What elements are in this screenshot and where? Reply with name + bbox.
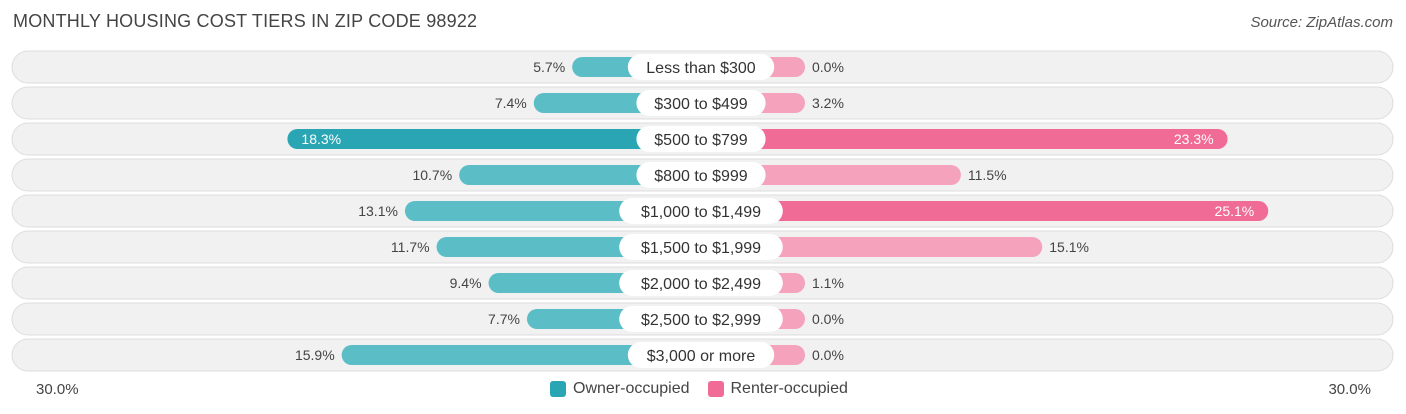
bar-renter: [701, 201, 1269, 221]
category-label: $3,000 or more: [647, 348, 756, 365]
value-label-owner: 7.7%: [488, 311, 520, 327]
value-label-owner: 15.9%: [295, 347, 335, 363]
row-7: $2,500 to $2,999 7.7% 0.0%: [11, 302, 1394, 336]
value-label-renter: 23.3%: [1174, 131, 1214, 147]
legend-swatch-owner: [550, 381, 566, 397]
row-5: $1,500 to $1,999 11.7% 15.1%: [11, 230, 1394, 264]
legend-item-renter: Renter-occupied: [707, 380, 848, 398]
legend-item-owner: Owner-occupied: [550, 380, 690, 398]
category-label: $500 to $799: [654, 132, 748, 149]
row-8: $3,000 or more 15.9% 0.0%: [11, 338, 1394, 372]
value-label-owner: 18.3%: [301, 131, 341, 147]
category-label: $1,500 to $1,999: [641, 240, 761, 257]
category-pill: [619, 306, 783, 332]
category-label: Less than $300: [646, 60, 756, 77]
chart-title: MONTHLY HOUSING COST TIERS IN ZIP CODE 9…: [13, 11, 478, 31]
category-label: $300 to $499: [654, 96, 748, 113]
legend: Owner-occupied Renter-occupied: [550, 380, 866, 398]
row-0: Less than $300 5.7% 0.0%: [11, 50, 1394, 84]
value-label-renter: 0.0%: [812, 59, 844, 75]
value-label-renter: 0.0%: [812, 347, 844, 363]
category-pill: [619, 234, 783, 260]
row-1: $300 to $499 7.4% 3.2%: [11, 86, 1394, 120]
value-label-renter: 25.1%: [1215, 203, 1255, 219]
row-4: $1,000 to $1,499 13.1% 25.1%: [11, 194, 1394, 228]
category-label: $2,000 to $2,499: [641, 276, 761, 293]
row-6: $2,000 to $2,499 9.4% 1.1%: [11, 266, 1394, 300]
category-pill: [627, 54, 775, 80]
value-label-owner: 11.7%: [391, 239, 430, 255]
bar-owner: [287, 129, 701, 149]
category-pill: [636, 90, 766, 116]
value-label-owner: 9.4%: [450, 275, 482, 291]
category-label: $2,500 to $2,999: [641, 312, 761, 329]
axis-right-label: 30.0%: [1328, 381, 1371, 398]
value-label-renter: 11.5%: [968, 167, 1007, 183]
value-label-renter: 3.2%: [812, 95, 844, 111]
value-label-renter: 0.0%: [812, 311, 844, 327]
category-label: $800 to $999: [654, 168, 748, 185]
value-label-renter: 1.1%: [812, 275, 844, 291]
axis-left-label: 30.0%: [36, 381, 79, 398]
category-pill: [619, 198, 783, 224]
category-pill: [619, 270, 783, 296]
category-pill: [636, 126, 766, 152]
value-label-renter: 15.1%: [1049, 239, 1089, 255]
value-label-owner: 5.7%: [533, 59, 565, 75]
value-label-owner: 7.4%: [495, 95, 527, 111]
category-pill: [636, 162, 766, 188]
bar-renter: [701, 237, 1043, 257]
legend-swatch-renter: [707, 381, 724, 397]
row-3: $800 to $999 10.7% 11.5%: [11, 158, 1394, 192]
row-2: $500 to $799 18.3% 23.3%: [11, 122, 1394, 156]
bar-owner: [341, 345, 701, 365]
legend-label-owner: Owner-occupied: [573, 380, 690, 397]
value-label-owner: 13.1%: [358, 203, 398, 219]
legend-label-renter: Renter-occupied: [730, 380, 848, 397]
bar-renter: [701, 129, 1228, 149]
source-label: Source: ZipAtlas.com: [1250, 14, 1393, 31]
value-label-owner: 10.7%: [412, 167, 452, 183]
bar-renter: [701, 165, 961, 185]
category-pill: [627, 342, 775, 368]
category-label: $1,000 to $1,499: [641, 204, 761, 221]
